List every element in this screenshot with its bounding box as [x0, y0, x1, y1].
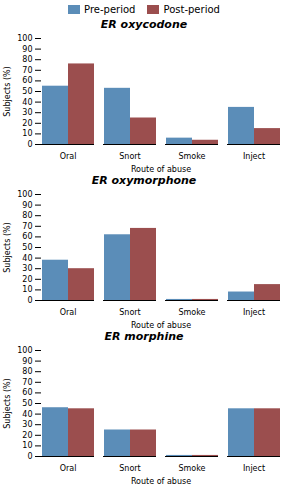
svg-text:90: 90: [22, 45, 32, 54]
svg-text:10: 10: [22, 441, 32, 450]
html-text:ER oxycodone: ER oxycodone: [100, 18, 188, 31]
svg-text:Snort: Snort: [119, 308, 140, 317]
svg-text:30: 30: [22, 420, 32, 429]
svg-text:Route of abuse: Route of abuse: [131, 165, 191, 174]
svg-text:70: 70: [22, 66, 32, 75]
html-text:ER oxymorphone: ER oxymorphone: [91, 174, 197, 187]
svg-text:Subjects (%): Subjects (%): [3, 222, 12, 272]
svg-text:50: 50: [22, 87, 32, 96]
svg-text:0: 0: [27, 452, 32, 461]
svg-text:Snort: Snort: [119, 152, 140, 161]
svg-text:80: 80: [22, 211, 32, 220]
svg-text:Snort: Snort: [119, 464, 140, 473]
svg-text:70: 70: [22, 378, 32, 387]
svg-text:Oral: Oral: [60, 308, 77, 317]
svg-text:40: 40: [22, 410, 32, 419]
svg-text:80: 80: [22, 55, 32, 64]
svg-text:20: 20: [22, 275, 32, 284]
svg-text:Smoke: Smoke: [178, 152, 205, 161]
svg-text:70: 70: [22, 222, 32, 231]
svg-text:Oral: Oral: [60, 152, 77, 161]
svg-text:Inject: Inject: [243, 308, 265, 317]
svg-text:Route of abuse: Route of abuse: [131, 477, 191, 486]
svg-text:0: 0: [27, 140, 32, 149]
svg-text:50: 50: [22, 399, 32, 408]
svg-text:0: 0: [27, 296, 32, 305]
svg-text:Inject: Inject: [243, 464, 265, 473]
svg-text:90: 90: [22, 357, 32, 366]
svg-text:30: 30: [22, 108, 32, 117]
svg-text:40: 40: [22, 98, 32, 107]
svg-text:20: 20: [22, 119, 32, 128]
svg-text:100: 100: [17, 34, 32, 43]
svg-text:20: 20: [22, 431, 32, 440]
svg-text:40: 40: [22, 254, 32, 263]
svg-text:Smoke: Smoke: [178, 464, 205, 473]
svg-text:Oral: Oral: [60, 464, 77, 473]
svg-text:60: 60: [22, 76, 32, 85]
svg-text:80: 80: [22, 367, 32, 376]
svg-text:100: 100: [17, 346, 32, 355]
html-text:Post-period: Post-period: [163, 3, 220, 15]
svg-text:50: 50: [22, 243, 32, 252]
svg-text:90: 90: [22, 201, 32, 210]
svg-text:Subjects (%): Subjects (%): [3, 378, 12, 428]
html-text:ER morphine: ER morphine: [104, 330, 184, 343]
svg-text:Inject: Inject: [243, 152, 265, 161]
svg-text:30: 30: [22, 264, 32, 273]
svg-text:Route of abuse: Route of abuse: [131, 321, 191, 330]
svg-text:10: 10: [22, 285, 32, 294]
svg-text:60: 60: [22, 232, 32, 241]
html-text:Pre-period: Pre-period: [84, 3, 136, 15]
svg-text:10: 10: [22, 129, 32, 138]
svg-text:100: 100: [17, 190, 32, 199]
svg-text:Smoke: Smoke: [178, 308, 205, 317]
svg-text:Subjects (%): Subjects (%): [3, 66, 12, 116]
svg-text:60: 60: [22, 388, 32, 397]
